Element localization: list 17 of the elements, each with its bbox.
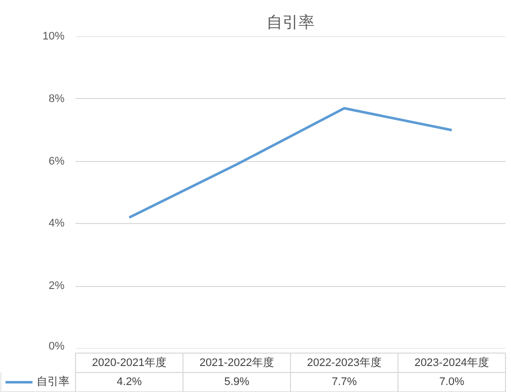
data-label: 4.2%	[116, 376, 142, 388]
y-tick-label: 0%	[48, 340, 65, 352]
x-tick-label: 2023-2024年度	[414, 356, 490, 369]
legend-label: 自引率	[36, 375, 70, 388]
data-label: 7.0%	[439, 376, 465, 388]
data-label: 5.9%	[224, 376, 250, 388]
x-tick-label: 2021-2022年度	[199, 356, 274, 369]
y-tick-label: 4%	[48, 218, 65, 230]
y-tick-label: 8%	[48, 92, 65, 105]
y-tick-label: 2%	[48, 280, 65, 292]
x-tick-label: 2022-2023年度	[306, 356, 382, 369]
line-series	[128, 107, 453, 219]
chart-title: 自引率	[266, 14, 314, 32]
y-tick-label: 10%	[42, 30, 65, 42]
x-tick-label: 2020-2021年度	[92, 356, 167, 369]
y-tick-label: 6%	[48, 155, 65, 168]
data-label: 7.7%	[332, 376, 358, 388]
